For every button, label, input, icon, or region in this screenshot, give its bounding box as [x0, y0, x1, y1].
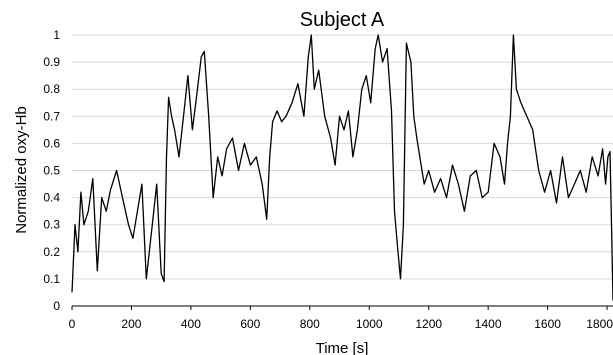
x-tick-label: 800 — [300, 317, 320, 331]
x-tick-labels: 0 200 400 600 800 1000 1200 1400 1600 1800 — [69, 306, 613, 331]
y-tick-label: 0.6 — [43, 136, 60, 150]
grid-lines — [72, 34, 613, 280]
chart-title: Subject A — [300, 9, 385, 31]
x-tick-label: 200 — [121, 317, 141, 331]
x-tick-label: 1800 — [586, 317, 613, 331]
series-line — [71, 34, 613, 301]
x-tick-label: 400 — [181, 317, 201, 331]
y-tick-label: 0 — [53, 299, 60, 313]
y-tick-label: 0.4 — [43, 191, 60, 205]
y-tick-label: 0.7 — [43, 109, 60, 123]
x-tick-label: 600 — [240, 317, 260, 331]
x-tick-label: 0 — [69, 317, 76, 331]
y-tick-label: 0.2 — [43, 245, 60, 259]
x-tick-label: 1200 — [415, 317, 442, 331]
y-tick-label: 0.1 — [43, 272, 60, 286]
y-tick-label: 0.3 — [43, 218, 60, 232]
y-tick-labels: 0 0.1 0.2 0.3 0.4 0.5 0.6 0.7 0.8 0.9 1 — [43, 28, 60, 313]
x-tick-label: 1600 — [534, 317, 561, 331]
x-axis-label: Time [s] — [316, 340, 369, 355]
y-tick-label: 0.8 — [43, 82, 60, 96]
x-tick-label: 1000 — [356, 317, 383, 331]
x-tick-label: 1400 — [475, 317, 502, 331]
y-tick-label: 1 — [53, 28, 60, 42]
y-tick-label: 0.9 — [43, 55, 60, 69]
y-tick-label: 0.5 — [43, 164, 60, 178]
y-axis-label: Normalized oxy-Hb — [13, 106, 30, 234]
